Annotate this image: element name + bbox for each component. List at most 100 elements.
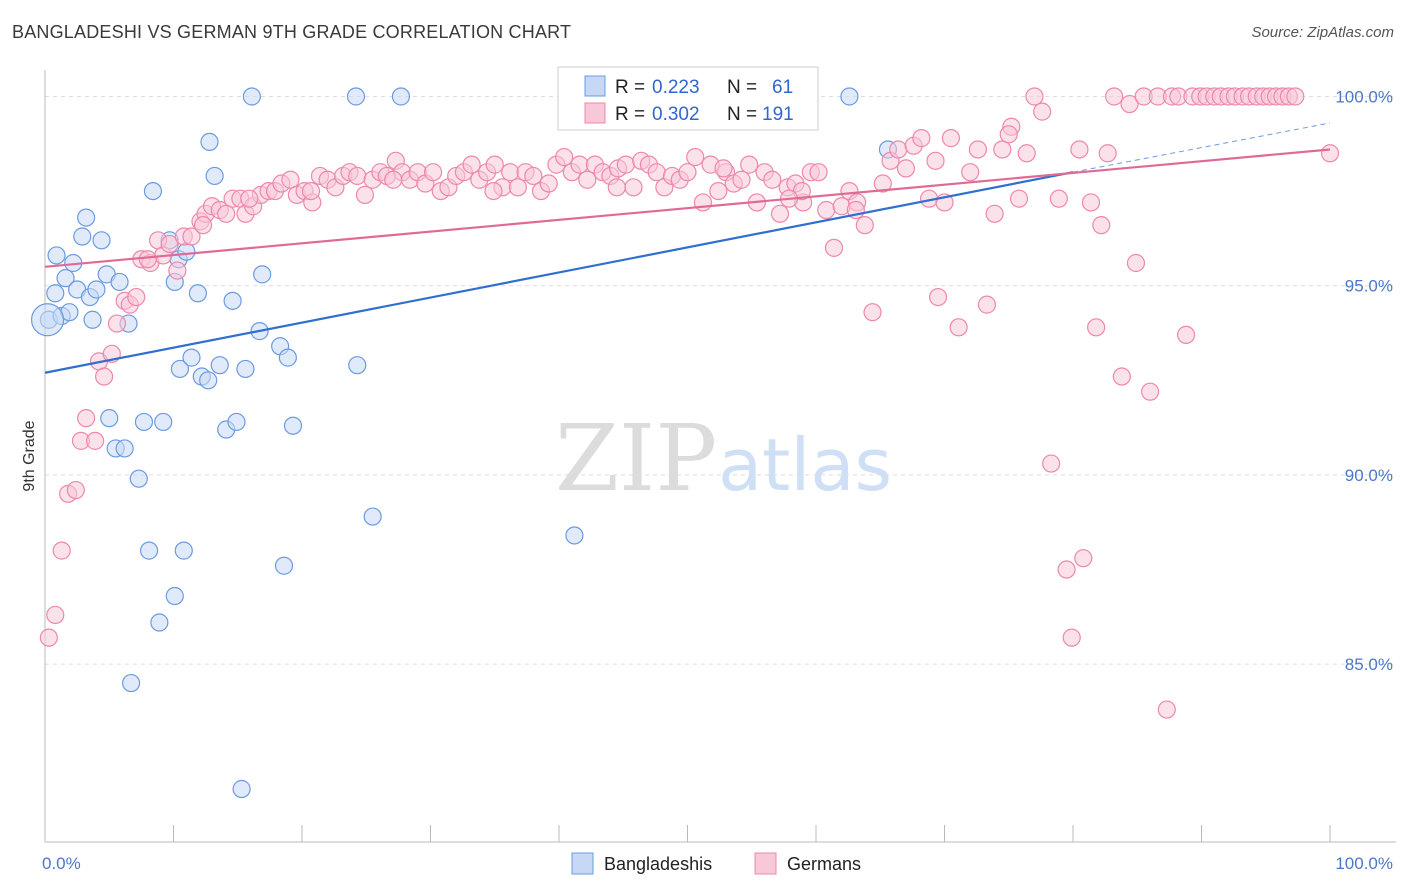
german-trend-line xyxy=(44,148,1331,268)
series-legend: Bangladeshis Germans xyxy=(571,852,861,875)
bangladeshi-point xyxy=(83,310,102,329)
german-point xyxy=(1081,193,1101,212)
german-point xyxy=(240,189,259,208)
german-point xyxy=(578,170,597,189)
x-tick-label: 100.0% xyxy=(1335,854,1393,873)
bangladeshi-point xyxy=(56,269,75,288)
tick-labels: 85.0% 90.0% 95.0% 100.0% 0.0% 100.0% xyxy=(42,87,1393,873)
german-point xyxy=(168,261,187,280)
german-point xyxy=(770,204,790,223)
chart-title: BANGLADESHI VS GERMAN 9TH GRADE CORRELAT… xyxy=(12,22,572,42)
german-point xyxy=(863,303,882,322)
bangladeshi-point xyxy=(242,87,261,106)
german-point xyxy=(1098,144,1117,163)
bangladeshi-point xyxy=(232,779,251,799)
german-point xyxy=(1120,94,1139,114)
german-point xyxy=(52,541,71,560)
german-point xyxy=(686,147,705,167)
bangladeshi-point xyxy=(205,166,224,186)
german-point xyxy=(1025,87,1044,106)
german-point xyxy=(46,605,65,625)
german-point xyxy=(423,163,443,182)
bangladeshi-point xyxy=(182,348,201,367)
chart-source: Source: ZipAtlas.com xyxy=(1251,24,1394,41)
german-point xyxy=(949,318,968,337)
bangladeshi-point xyxy=(150,613,169,632)
legend-swatch-germans xyxy=(754,852,777,875)
german-point xyxy=(160,234,179,254)
german-point xyxy=(993,140,1012,159)
german-point xyxy=(1074,549,1093,568)
german-point xyxy=(355,185,375,204)
german-point xyxy=(714,159,733,178)
german-point xyxy=(217,204,236,223)
german-point xyxy=(709,181,728,201)
bangladeshi-point xyxy=(840,87,859,106)
bangladeshi-trend-extension xyxy=(1072,122,1331,173)
stats-legend-r-value-1: 0.223 xyxy=(652,77,700,98)
bangladeshi-point xyxy=(278,348,297,367)
bangladeshi-point xyxy=(363,507,382,526)
german-point xyxy=(77,409,96,428)
german-point xyxy=(1320,144,1340,163)
german-point xyxy=(66,480,85,500)
bangladeshi-point xyxy=(223,291,242,310)
german-point xyxy=(1286,87,1305,106)
german-point xyxy=(732,170,751,189)
y-tick-label: 95.0% xyxy=(1345,277,1393,296)
y-tick-label: 90.0% xyxy=(1345,466,1393,485)
german-point xyxy=(855,216,874,235)
german-point xyxy=(1087,318,1106,337)
bangladeshi-trend-line xyxy=(44,171,1074,374)
bangladeshi-point xyxy=(143,181,163,201)
bangladeshi-point xyxy=(87,280,106,299)
german-point xyxy=(1112,367,1131,386)
german-point xyxy=(138,250,157,269)
bangladeshi-point xyxy=(391,87,411,106)
watermark-atlas: atlas xyxy=(718,423,892,507)
legend-label-bangladeshis: Bangladeshis xyxy=(604,854,712,874)
german-point xyxy=(985,204,1004,223)
bangladeshi-point xyxy=(154,412,173,432)
bangladeshi-point xyxy=(177,242,196,261)
bangladeshi-point xyxy=(110,272,129,292)
bangladeshi-point xyxy=(346,87,366,106)
german-point xyxy=(824,238,844,257)
german-point xyxy=(616,155,635,174)
bangladeshi-point xyxy=(170,359,190,379)
german-point xyxy=(539,174,558,193)
bangladeshi-point xyxy=(283,416,303,435)
stats-legend: R = 0.223 N = 61 R = 0.302 N = 191 xyxy=(557,66,819,131)
german-point xyxy=(555,147,574,167)
y-tick-label: 85.0% xyxy=(1345,655,1393,674)
stats-legend-swatch-bangladeshis xyxy=(584,75,606,97)
bangladeshi-point xyxy=(188,284,208,303)
bangladeshi-point xyxy=(92,231,111,250)
german-point xyxy=(107,314,127,333)
german-point xyxy=(508,178,527,197)
german-point xyxy=(384,170,403,189)
german-point xyxy=(462,155,481,174)
bangladeshi-point xyxy=(253,265,272,284)
german-point xyxy=(1157,700,1176,719)
stats-legend-swatch-germans xyxy=(584,102,606,124)
german-point xyxy=(281,170,300,189)
watermark-zip: ZIP xyxy=(555,405,717,512)
german-point xyxy=(39,628,58,647)
german-point xyxy=(1017,144,1036,163)
bangladeshi-point xyxy=(200,132,219,152)
stats-legend-n-value-1: 61 xyxy=(772,77,793,98)
german-point xyxy=(941,129,961,148)
german-point xyxy=(896,159,916,178)
german-point xyxy=(1092,216,1111,235)
german-point xyxy=(485,155,504,174)
german-point xyxy=(1057,560,1076,579)
german-point xyxy=(182,227,201,246)
german-point xyxy=(348,166,367,186)
german-point xyxy=(912,129,931,148)
german-point xyxy=(977,295,997,314)
bangladeshi-point xyxy=(236,359,255,379)
bangladeshi-point xyxy=(46,284,65,303)
bangladeshi-point xyxy=(210,356,229,375)
bangladeshi-point xyxy=(139,541,159,560)
